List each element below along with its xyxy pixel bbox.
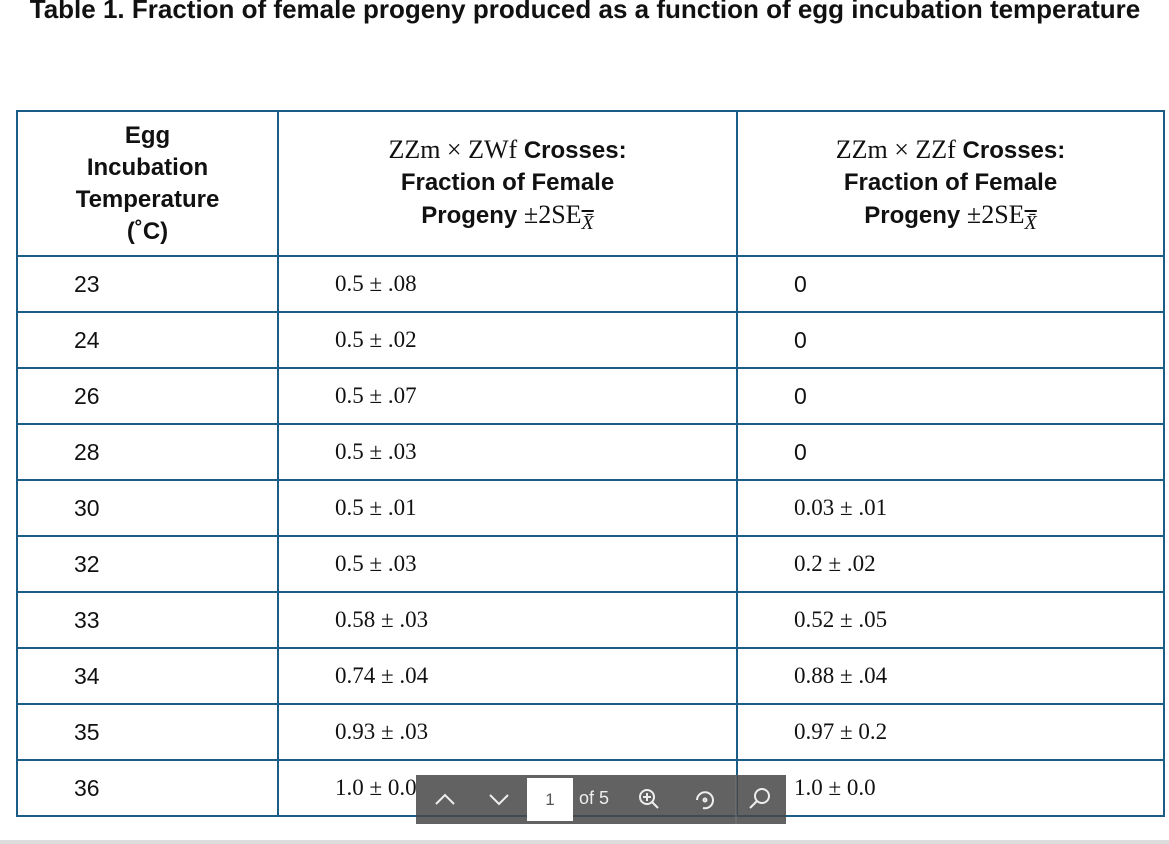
- table-row: 24 0.5 ± .02 0: [16, 311, 1165, 369]
- table-cell: 0.52 ± .05: [736, 591, 1165, 649]
- next-page[interactable]: [489, 794, 509, 806]
- table-row: 35 0.93 ± .03 0.97 ± 0.2: [16, 703, 1165, 761]
- table-cell: 0.5 ± .08: [277, 255, 738, 313]
- table-cell: 0.88 ± .04: [736, 647, 1165, 705]
- header-cell: ZZm × ZWf Crosses: Fraction of Female Pr…: [277, 110, 738, 257]
- table-cell: 0.03 ± .01: [736, 479, 1165, 537]
- table-row: 33 0.58 ± .03 0.52 ± .05: [16, 591, 1165, 649]
- table-cell: 1.0 ± 0.0: [736, 759, 1165, 817]
- table-row: 28 0.5 ± .03 0: [16, 423, 1165, 481]
- table-body: 23 0.5 ± .08 0 24 0.5 ± .02 0 26 0.5 ± .07 0 28 0.…: [16, 255, 1165, 817]
- table-cell: 0: [736, 423, 1165, 481]
- table-cell: 23: [16, 255, 279, 313]
- header-cell: ZZm × ZZf Crosses: Fraction of Female Pr…: [736, 110, 1165, 257]
- prev-page[interactable]: [435, 793, 455, 805]
- table-cell: 34: [16, 647, 279, 705]
- table-cell: 28: [16, 423, 279, 481]
- header-label: Crosses: Fraction of Female Progeny: [400, 137, 627, 229]
- table-cell: 0.74 ± .04: [277, 647, 738, 705]
- page-input[interactable]: 1: [527, 778, 573, 821]
- table-cell: 0.97 ± 0.2: [736, 703, 1165, 761]
- header-row: Egg Incubation Temperature (˚C) ZZm × ZWf…: [16, 110, 1165, 257]
- rotate[interactable]: [696, 791, 714, 810]
- cross-formula: ZZm × ZWf: [388, 135, 518, 164]
- table-cell: 35: [16, 703, 279, 761]
- data-table: Egg Incubation Temperature (˚C) ZZm × ZWf…: [16, 110, 1165, 817]
- table-cell: 0.5 ± .02: [277, 311, 738, 369]
- table-cell: 0.2 ± .02: [736, 535, 1165, 593]
- table-cell: 33: [16, 591, 279, 649]
- search[interactable]: [749, 788, 770, 809]
- page-count: of 5: [579, 788, 610, 808]
- table-row: 30 0.5 ± .01 0.03 ± .01: [16, 479, 1165, 537]
- table-cell: 32: [16, 535, 279, 593]
- stat-subscript: X̄: [1024, 212, 1037, 234]
- cross-formula: ZZm × ZZf: [835, 135, 956, 164]
- header-text: ZZm × ZWf Crosses: Fraction of Female Pr…: [383, 134, 633, 234]
- pdf-toolbar: 1 of 5: [416, 775, 786, 824]
- header-text: ZZm × ZZf Crosses: Fraction of Female Pr…: [826, 134, 1076, 234]
- table-cell: 0.5 ± .07: [277, 367, 738, 425]
- header-label: Crosses: Fraction of Female Progeny: [843, 137, 1066, 229]
- table-cell: 0.5 ± .03: [277, 423, 738, 481]
- table-cell: 0: [736, 255, 1165, 313]
- table-cell: 0.5 ± .03: [277, 535, 738, 593]
- zoom-in[interactable]: [639, 789, 659, 809]
- header-label: Egg Incubation Temperature (˚C): [75, 121, 220, 245]
- table-row: 26 0.5 ± .07 0: [16, 367, 1165, 425]
- table-title: Table 1. Fraction of female progeny prod…: [29, 0, 1141, 24]
- page-edge: [0, 840, 1169, 844]
- table-row: 32 0.5 ± .03 0.2 ± .02: [16, 535, 1165, 593]
- table-cell: 26: [16, 367, 279, 425]
- table-cell: 0: [736, 311, 1165, 369]
- table-cell: 0.58 ± .03: [277, 591, 738, 649]
- stat-subscript: X̄: [581, 212, 594, 234]
- stat-symbol: ±2SE: [523, 200, 582, 229]
- table-cell: 0: [736, 367, 1165, 425]
- table-row: 23 0.5 ± .08 0: [16, 255, 1165, 313]
- table-cell: 0.93 ± .03: [277, 703, 738, 761]
- table-cell: 30: [16, 479, 279, 537]
- stat-symbol: ±2SE: [966, 200, 1025, 229]
- table-cell: 0.5 ± .01: [277, 479, 738, 537]
- table-row: 34 0.74 ± .04 0.88 ± .04: [16, 647, 1165, 705]
- table-cell: 36: [16, 759, 279, 817]
- header-cell: Egg Incubation Temperature (˚C): [16, 110, 279, 257]
- toolbar-icons: [435, 775, 770, 824]
- table-cell: 24: [16, 311, 279, 369]
